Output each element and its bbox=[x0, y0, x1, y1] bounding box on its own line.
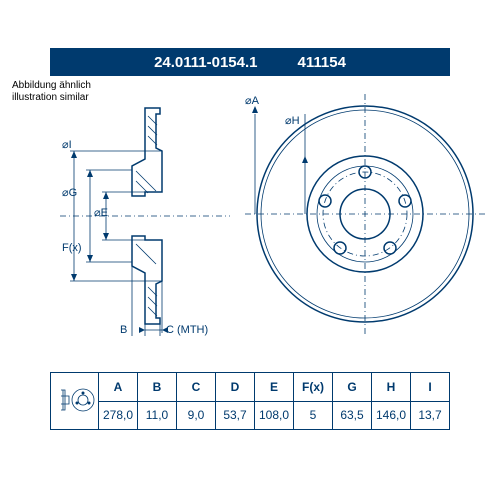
part-number: 24.0111-0154.1 bbox=[154, 54, 257, 71]
dim-C: C (MTH) bbox=[166, 324, 208, 336]
col-H: H bbox=[372, 373, 411, 402]
val-D: 53,7 bbox=[216, 401, 255, 430]
val-F: 5 bbox=[294, 401, 333, 430]
col-D: D bbox=[216, 373, 255, 402]
front-view: ⌀H ⌀A bbox=[245, 94, 485, 334]
dim-H: ⌀H bbox=[285, 115, 300, 127]
dim-I: ⌀I bbox=[62, 139, 72, 151]
col-I: I bbox=[411, 373, 450, 402]
col-A: A bbox=[99, 373, 138, 402]
icon-cell bbox=[51, 373, 99, 430]
dim-F: F(x) bbox=[62, 242, 82, 254]
dim-B: B bbox=[120, 324, 127, 336]
col-G: G bbox=[333, 373, 372, 402]
side-view: ⌀I ⌀G ⌀E F(x) B C (MTH) D bbox=[60, 96, 230, 336]
col-F: F(x) bbox=[294, 373, 333, 402]
header-bar: 24.0111-0154.1 411154 bbox=[50, 48, 450, 76]
val-A: 278,0 bbox=[99, 401, 138, 430]
diagram-container: 24.0111-0154.1 411154 Abbildung ähnlich … bbox=[0, 0, 500, 500]
val-B: 11,0 bbox=[138, 401, 177, 430]
val-E: 108,0 bbox=[255, 401, 294, 430]
col-C: C bbox=[177, 373, 216, 402]
alt-number: 411154 bbox=[298, 54, 346, 71]
dim-A: ⌀A bbox=[245, 95, 260, 107]
val-C: 9,0 bbox=[177, 401, 216, 430]
drawing-area: ⌀I ⌀G ⌀E F(x) B C (MTH) D bbox=[50, 76, 450, 372]
dim-G: ⌀G bbox=[62, 187, 77, 199]
table-value-row: 278,0 11,0 9,0 53,7 108,0 5 63,5 146,0 1… bbox=[51, 401, 450, 430]
val-G: 63,5 bbox=[333, 401, 372, 430]
col-B: B bbox=[138, 373, 177, 402]
col-E: E bbox=[255, 373, 294, 402]
dim-E: ⌀E bbox=[94, 207, 108, 219]
val-H: 146,0 bbox=[372, 401, 411, 430]
dimension-table: A B C D E F(x) G H I 278,0 11,0 9,0 53,7… bbox=[50, 372, 450, 430]
table-header-row: A B C D E F(x) G H I bbox=[51, 373, 450, 402]
val-I: 13,7 bbox=[411, 401, 450, 430]
